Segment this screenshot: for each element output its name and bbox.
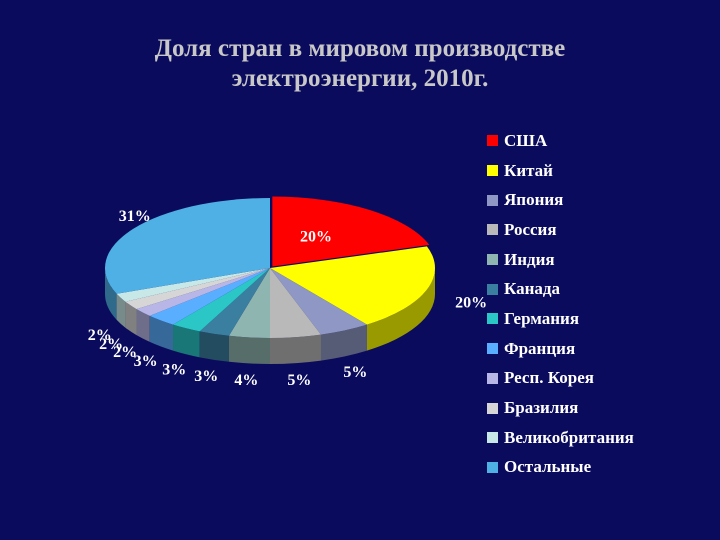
legend-label: Япония: [504, 190, 564, 210]
legend-swatch: [487, 224, 498, 236]
pie-side-slice-8: [149, 315, 174, 351]
pie-side-slice-9: [136, 309, 150, 342]
legend-swatch: [487, 283, 498, 295]
legend-swatch: [487, 254, 498, 266]
legend-label: Остальные: [504, 457, 592, 477]
legend-label: Канада: [504, 279, 560, 299]
legend-label: Бразилия: [504, 398, 579, 418]
data-label-slice-7: 3%: [162, 362, 186, 379]
legend-swatch: [487, 313, 498, 325]
pie-slice-2: [270, 246, 435, 325]
pie-side-slice-2: [366, 268, 435, 351]
pie-slice-7: [173, 268, 270, 332]
pie-side-slice-3: [320, 324, 367, 361]
data-label-slice-6: 3%: [194, 368, 218, 385]
pie-side-slice-7: [173, 324, 200, 358]
chart-title: Доля стран в мировом производстве электр…: [0, 34, 720, 94]
pie-slice-10: [125, 268, 271, 310]
pie-slice-3: [270, 268, 367, 335]
chart-title-line-2: электроэнергии, 2010г.: [231, 65, 489, 92]
legend-item: США: [487, 126, 634, 156]
pie-side-walls: [105, 268, 435, 364]
legend-item: Франция: [487, 334, 634, 364]
legend-item: Китай: [487, 156, 634, 186]
legend-swatch: [487, 135, 498, 147]
data-label-slice-2: 20%: [455, 295, 487, 312]
legend-label: Франция: [504, 338, 576, 358]
pie-slice-9: [136, 268, 270, 316]
data-label-slice-5: 4%: [234, 372, 258, 389]
legend-label: США: [504, 130, 548, 150]
legend-label: Россия: [504, 219, 557, 239]
pie-side-slice-12: [105, 268, 117, 320]
pie-side-slice-10: [125, 301, 137, 336]
pie-side-slice-4: [270, 334, 321, 364]
chart-legend: США Китай Япония Россия Индия Канада Германия Ф…: [487, 126, 634, 482]
pie-slice-11: [116, 268, 270, 302]
legend-swatch: [487, 402, 498, 414]
legend-label: Германия: [504, 308, 580, 328]
legend-swatch: [487, 194, 498, 206]
legend-item: Япония: [487, 185, 634, 215]
data-label-slice-12: 31%: [119, 208, 151, 225]
legend-swatch: [487, 372, 498, 384]
data-label-slice-4: 5%: [287, 372, 311, 389]
data-label-slice-9: 2%: [113, 344, 137, 361]
data-label-slice-11: 2%: [88, 327, 112, 344]
data-label-slice-1: 20%: [300, 228, 332, 245]
legend-swatch: [487, 461, 498, 473]
legend-item: Германия: [487, 304, 634, 334]
legend-item: Великобритания: [487, 423, 634, 453]
pie-side-slice-5: [228, 335, 270, 364]
pie-slice-8: [149, 268, 270, 325]
pie-top-faces: [105, 196, 435, 338]
legend-label: Индия: [504, 249, 555, 269]
pie-side-slice-11: [116, 293, 126, 328]
data-label-slice-3: 5%: [343, 364, 367, 381]
legend-item: Респ. Корея: [487, 364, 634, 394]
data-label-slice-10: 2%: [99, 336, 123, 353]
legend-item: Остальные: [487, 453, 634, 483]
pie-slice-4: [270, 268, 321, 338]
pie-side-slice-6: [199, 331, 229, 362]
legend-item: Бразилия: [487, 393, 634, 423]
legend-item: Канада: [487, 274, 634, 304]
pie-slice-1: [272, 196, 430, 267]
data-label-slice-8: 3%: [134, 353, 158, 370]
legend-item: Россия: [487, 215, 634, 245]
legend-label: Респ. Корея: [504, 368, 594, 388]
legend-label: Китай: [504, 160, 553, 180]
pie-slice-12: [105, 198, 270, 294]
pie-slice-5: [228, 268, 270, 338]
chart-title-line-1: Доля стран в мировом производстве: [154, 35, 566, 62]
legend-label: Великобритания: [504, 427, 634, 447]
legend-swatch: [487, 432, 498, 444]
pie-slice-6: [199, 268, 270, 336]
legend-swatch: [487, 343, 498, 355]
legend-item: Индия: [487, 245, 634, 275]
legend-swatch: [487, 165, 498, 177]
pie-data-labels: 20%20%5%5%4%3%3%3%2%2%2%31%: [88, 208, 487, 389]
